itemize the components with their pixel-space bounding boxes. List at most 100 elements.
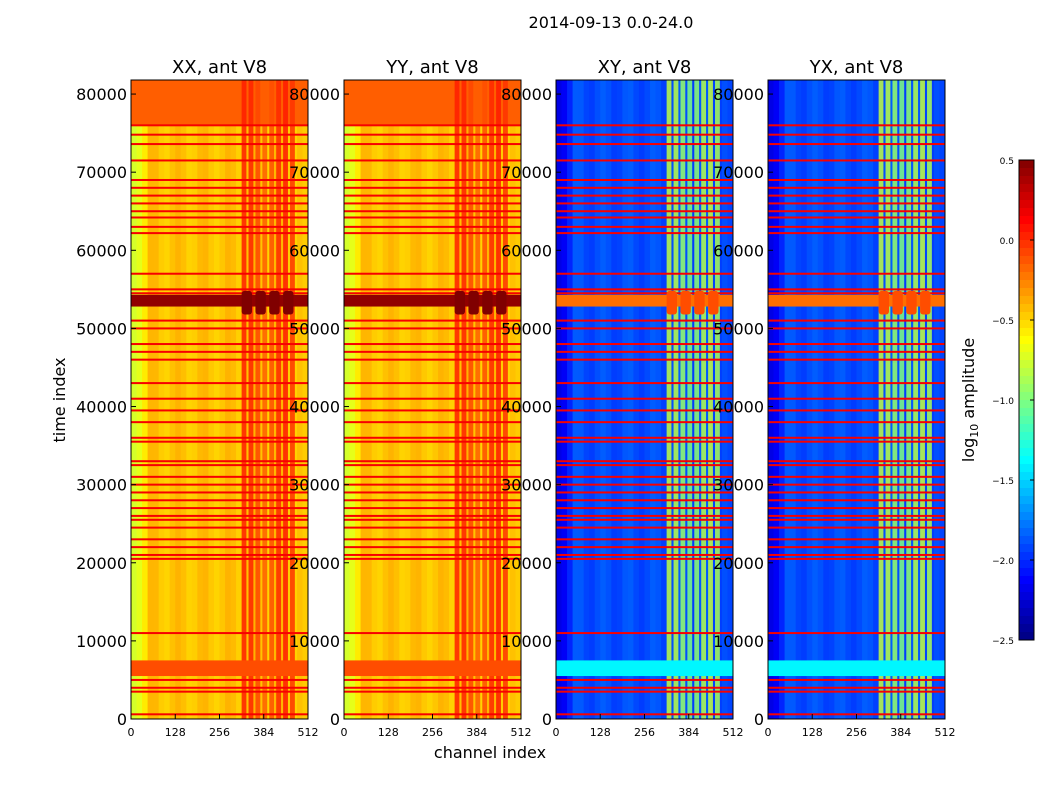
flagged-time-row [344,518,521,521]
rfi-burst [878,290,889,315]
colorbar-segment [1019,496,1034,505]
rfi-burst [482,290,493,315]
x-tick-label: 512 [935,726,956,739]
flagged-time-row [131,210,308,213]
flagged-time-row [344,690,521,693]
flagged-time-row [131,686,308,689]
colorbar-segment [1019,504,1034,513]
flagged-time-row [344,288,521,291]
x-tick-label: 0 [341,726,348,739]
rfi-burst [468,290,479,315]
colorbar-segment [1019,560,1034,569]
x-tick-label: 0 [553,726,560,739]
heatmap-top-region [131,80,308,126]
flagged-time-row [131,159,308,162]
flagged-time-row [556,272,733,275]
colorbar-segment [1019,608,1034,617]
flagged-time-row [768,159,945,162]
strong-time-band [556,660,733,677]
flagged-time-row [131,124,308,127]
flagged-time-row [131,553,308,556]
colorbar-segment [1019,600,1034,609]
flagged-time-row [556,327,733,330]
colorbar-segment [1019,432,1034,441]
colorbar-segment [1019,568,1034,577]
x-tick-label: 512 [298,726,319,739]
colorbar-segment [1019,528,1034,537]
colorbar-segment [1019,360,1034,369]
flagged-time-row [556,499,733,502]
flagged-time-row [344,678,521,681]
colorbar-segment [1019,400,1034,409]
colorbar-segment [1019,480,1034,489]
panel-yx: YX, ant V8 0 128 256 384 512 0 10000 20000 30000 4… [713,57,955,739]
flagged-time-row [556,178,733,181]
heatmap-top-region [344,80,521,126]
colorbar-segment [1019,320,1034,329]
flagged-time-row [344,421,521,424]
strong-time-band [556,294,733,307]
panel-title: YY, ant V8 [385,57,478,78]
x-tick-label: 384 [466,726,487,739]
flagged-time-row [556,143,733,146]
flagged-time-row [768,382,945,385]
flagged-time-row [556,436,733,439]
flagged-time-row [344,526,521,529]
rfi-burst [241,290,252,315]
flagged-time-row [344,499,521,502]
flagged-time-row [556,464,733,467]
flagged-time-row [768,483,945,486]
panel-xx: XX, ant V8 0 128 256 384 512 0 10000 20000 30000 4… [76,57,318,739]
flagged-time-row [556,292,733,295]
flagged-time-row [344,475,521,478]
panel-yy: YY, ant V8 0 128 256 384 512 0 10000 20000 30000 4… [289,57,531,739]
flagged-time-row [344,483,521,486]
colorbar-segment [1019,304,1034,313]
flagged-time-row [344,460,521,463]
y-tick-label: 40000 [76,398,127,417]
flagged-time-row [768,440,945,443]
flagged-time-row [344,397,521,400]
flagged-time-row [556,475,733,478]
flagged-time-row [131,483,308,486]
flagged-time-row [344,327,521,330]
flagged-time-row [556,421,733,424]
flagged-time-row [344,186,521,189]
flagged-time-row [131,319,308,322]
y-tick-label: 0 [330,710,340,729]
flagged-time-row [556,690,733,693]
flagged-time-row [344,272,521,275]
flagged-time-row [556,678,733,681]
colorbar-segment [1019,240,1034,249]
colorbar-segment [1019,488,1034,497]
colorbar-segment [1019,296,1034,305]
flagged-time-row [344,632,521,635]
x-tick-label: 256 [422,726,443,739]
flagged-time-row [131,343,308,346]
colorbar-segment [1019,472,1034,481]
y-tick-label: 20000 [713,554,764,573]
flagged-time-row [556,483,733,486]
flagged-time-row [131,440,308,443]
x-axis-label: channel index [434,743,546,762]
flagged-time-row [131,272,308,275]
colorbar: 0.5 0.0 −0.5 −1.0 −1.5 −2.0 −2.5 [992,157,1035,647]
flagged-time-row [556,288,733,291]
y-tick-label: 10000 [76,632,127,651]
x-tick-label: 512 [511,726,532,739]
colorbar-segment [1019,408,1034,417]
panel-xy: XY, ant V8 0 128 256 384 512 0 10000 20000 30000 4… [501,57,743,739]
flagged-time-row [131,216,308,219]
colorbar-tick-label: 0.0 [1000,237,1015,247]
flagged-time-row [556,538,733,541]
flagged-time-row [556,194,733,197]
colorbar-segment [1019,536,1034,545]
flagged-time-row [768,514,945,517]
flagged-time-row [556,526,733,529]
flagged-time-row [131,436,308,439]
flagged-time-row [556,546,733,549]
rfi-burst [708,290,719,315]
colorbar-segment [1019,616,1034,625]
x-tick-label: 256 [634,726,655,739]
